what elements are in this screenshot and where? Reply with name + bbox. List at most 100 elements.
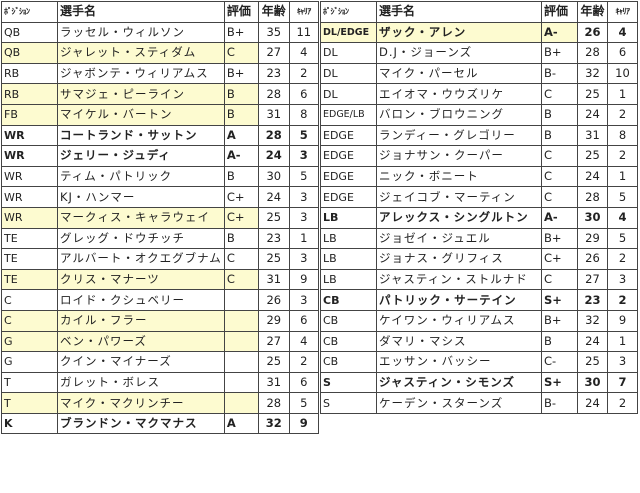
- position-cell[interactable]: FB: [1, 103, 58, 126]
- career-cell[interactable]: 3: [288, 248, 319, 270]
- career-cell[interactable]: 2: [607, 248, 638, 270]
- career-cell[interactable]: 2: [607, 103, 638, 126]
- name-cell[interactable]: マークィス・キャラウェイ: [57, 206, 225, 229]
- position-cell[interactable]: S: [320, 392, 377, 414]
- position-cell[interactable]: TE: [1, 227, 58, 250]
- name-cell[interactable]: ジャスティン・シモンズ: [376, 371, 542, 394]
- rating-cell[interactable]: C-: [541, 351, 578, 373]
- position-cell[interactable]: DL: [320, 62, 377, 85]
- age-cell[interactable]: 28: [257, 83, 290, 105]
- position-cell[interactable]: K: [1, 412, 58, 435]
- name-cell[interactable]: アルバート・オクエグブナム: [57, 248, 225, 270]
- rating-cell[interactable]: A-: [541, 21, 578, 44]
- career-cell[interactable]: 6: [607, 42, 638, 64]
- position-cell[interactable]: WR: [1, 186, 58, 208]
- career-cell[interactable]: 2: [288, 351, 319, 373]
- age-cell[interactable]: 24: [577, 330, 608, 353]
- rating-cell[interactable]: [223, 351, 259, 373]
- career-cell[interactable]: 8: [607, 124, 638, 147]
- rating-cell[interactable]: [223, 371, 259, 394]
- rating-cell[interactable]: B+: [223, 21, 259, 44]
- age-cell[interactable]: 32: [577, 62, 608, 85]
- career-cell[interactable]: 3: [607, 268, 638, 291]
- position-cell[interactable]: LB: [320, 268, 377, 291]
- career-cell[interactable]: 4: [288, 330, 319, 353]
- rating-cell[interactable]: C: [223, 248, 259, 270]
- position-cell[interactable]: RB: [1, 62, 58, 85]
- position-cell[interactable]: EDGE: [320, 186, 377, 208]
- career-cell[interactable]: 9: [607, 309, 638, 332]
- name-cell[interactable]: クリス・マナーツ: [57, 268, 225, 291]
- career-cell[interactable]: 2: [607, 145, 638, 167]
- age-cell[interactable]: 31: [257, 103, 290, 126]
- rating-cell[interactable]: [223, 289, 259, 311]
- rating-cell[interactable]: B-: [541, 392, 578, 414]
- career-cell[interactable]: 2: [607, 289, 638, 311]
- name-cell[interactable]: D.J・ジョーンズ: [376, 42, 542, 64]
- position-cell[interactable]: EDGE: [320, 145, 377, 167]
- name-cell[interactable]: バロン・ブロウニング: [376, 103, 542, 126]
- position-cell[interactable]: CB: [320, 351, 377, 373]
- age-cell[interactable]: 35: [257, 21, 290, 44]
- career-cell[interactable]: 1: [288, 227, 319, 250]
- rating-cell[interactable]: B: [541, 103, 578, 126]
- position-cell[interactable]: C: [1, 289, 58, 311]
- name-cell[interactable]: ジョゼイ・ジュエル: [376, 227, 542, 250]
- age-cell[interactable]: 24: [577, 103, 608, 126]
- age-cell[interactable]: 23: [577, 289, 608, 311]
- rating-cell[interactable]: B: [541, 330, 578, 353]
- age-cell[interactable]: 23: [257, 62, 290, 85]
- name-cell[interactable]: コートランド・サットン: [57, 124, 225, 147]
- position-cell[interactable]: TE: [1, 248, 58, 270]
- name-cell[interactable]: パトリック・サーテイン: [376, 289, 542, 311]
- age-cell[interactable]: 25: [257, 206, 290, 229]
- age-cell[interactable]: 30: [257, 165, 290, 188]
- rating-cell[interactable]: [223, 392, 259, 414]
- position-cell[interactable]: C: [1, 309, 58, 332]
- career-cell[interactable]: 5: [288, 165, 319, 188]
- name-cell[interactable]: ダマリ・マシス: [376, 330, 542, 353]
- career-cell[interactable]: 9: [288, 412, 319, 435]
- career-cell[interactable]: 3: [288, 186, 319, 208]
- age-cell[interactable]: 30: [577, 371, 608, 394]
- career-cell[interactable]: 6: [288, 371, 319, 394]
- rating-cell[interactable]: [223, 330, 259, 353]
- age-cell[interactable]: 30: [577, 206, 608, 229]
- career-cell[interactable]: 1: [607, 330, 638, 353]
- name-cell[interactable]: ジャボンテ・ウィリアムス: [57, 62, 225, 85]
- age-cell[interactable]: 24: [257, 145, 290, 167]
- age-cell[interactable]: 31: [257, 371, 290, 394]
- career-cell[interactable]: 5: [288, 392, 319, 414]
- age-cell[interactable]: 28: [257, 392, 290, 414]
- position-cell[interactable]: EDGE/LB: [320, 103, 377, 126]
- rating-cell[interactable]: S+: [541, 289, 578, 311]
- name-cell[interactable]: クイン・マイナーズ: [57, 351, 225, 373]
- career-cell[interactable]: 10: [607, 62, 638, 85]
- position-cell[interactable]: WR: [1, 206, 58, 229]
- age-cell[interactable]: 32: [577, 309, 608, 332]
- career-cell[interactable]: 3: [288, 289, 319, 311]
- age-cell[interactable]: 28: [577, 42, 608, 64]
- position-cell[interactable]: CB: [320, 289, 377, 311]
- name-cell[interactable]: ジェリー・ジュディ: [57, 145, 225, 167]
- position-cell[interactable]: LB: [320, 248, 377, 270]
- career-cell[interactable]: 5: [607, 186, 638, 208]
- position-cell[interactable]: DL: [320, 83, 377, 105]
- name-cell[interactable]: ラッセル・ウィルソン: [57, 21, 225, 44]
- name-cell[interactable]: マイケル・バートン: [57, 103, 225, 126]
- career-cell[interactable]: 3: [288, 206, 319, 229]
- position-cell[interactable]: QB: [1, 21, 58, 44]
- age-cell[interactable]: 25: [257, 351, 290, 373]
- age-cell[interactable]: 27: [577, 268, 608, 291]
- rating-cell[interactable]: B+: [541, 42, 578, 64]
- name-cell[interactable]: グレッグ・ドウチッチ: [57, 227, 225, 250]
- position-cell[interactable]: CB: [320, 309, 377, 332]
- position-cell[interactable]: WR: [1, 145, 58, 167]
- age-cell[interactable]: 25: [577, 351, 608, 373]
- rating-cell[interactable]: A: [223, 412, 259, 435]
- name-cell[interactable]: ジャレット・スティダム: [57, 42, 225, 64]
- name-cell[interactable]: カイル・フラー: [57, 309, 225, 332]
- career-cell[interactable]: 1: [607, 165, 638, 188]
- rating-cell[interactable]: B: [223, 103, 259, 126]
- career-cell[interactable]: 5: [288, 124, 319, 147]
